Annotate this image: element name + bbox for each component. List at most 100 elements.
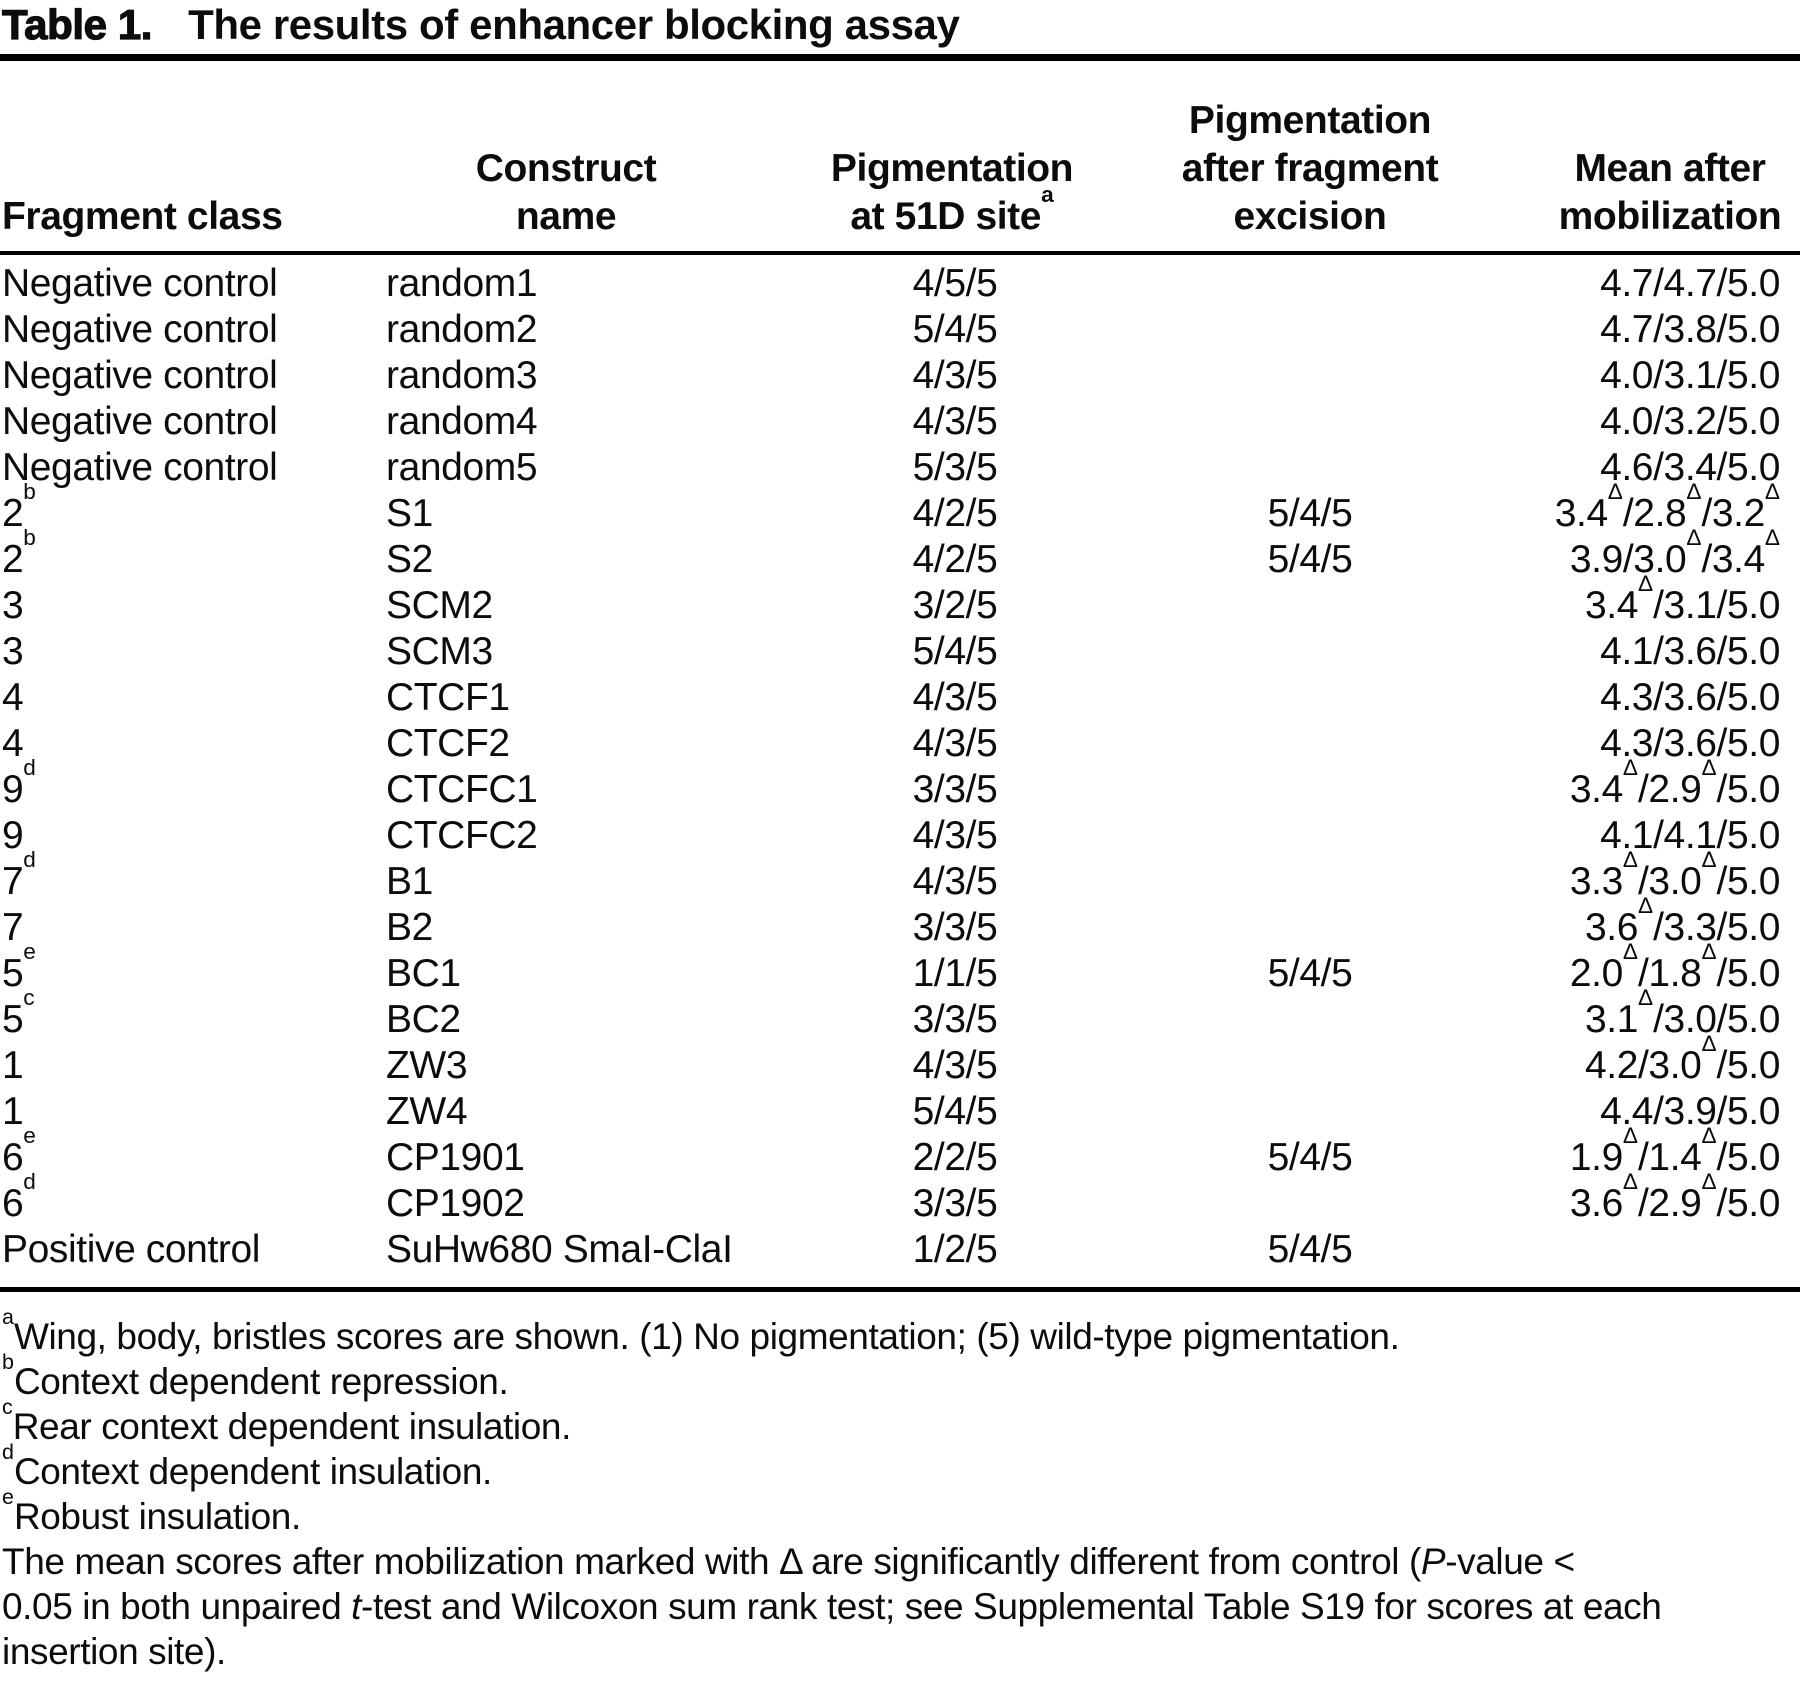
pigmentation-51d-cell: 4/3/5 [912,722,998,765]
mean-mobilization-cell: 3.4Δ/2.9Δ/5.0 [1569,755,1781,811]
table-row: 2b S1 4/2/5 5/4/5 3.4Δ/2.8Δ/3.2Δ [0,479,1800,537]
bottom-rule [0,1287,1800,1292]
pigmentation-51d-cell: 2/2/5 [912,1136,998,1179]
mean-mobilization-cell: 4.1/4.1/5.0 [1600,814,1780,857]
pigmentation-excision-cell [1190,445,1430,491]
mean-mobilization-cell: 4.3/3.6/5.0 [1600,676,1780,719]
column-header-mean-mobilization: Mean after mobilization [1558,147,1782,238]
fragment-class-cell: 3 [2,630,24,673]
mean-mobilization-cell: 4.7/4.7/5.0 [1600,262,1780,305]
table-body: Negative control random1 4/5/5 4.7/4.7/5… [0,255,1800,1273]
pigmentation-51d-cell: 5/4/5 [912,308,998,351]
pigmentation-excision-cell: 5/4/5 [1267,492,1353,535]
table-header-row: Fragment class Construct name Pigmentati… [0,61,1800,251]
footnote-line: aWing, body, bristles scores are shown. … [2,1304,1400,1357]
construct-name-cell: CTCF2 [386,722,510,765]
table-row: Negative control random2 5/4/5 4.7/3.8/5… [0,307,1800,353]
pigmentation-excision-cell [1190,1181,1430,1227]
fragment-class-cell: 3 [2,584,24,627]
fragment-class-cell: 1 [2,1044,24,1087]
pigmentation-51d-cell: 3/2/5 [912,584,998,627]
mean-mobilization-cell: 4.2/3.0Δ/5.0 [1584,1031,1780,1087]
fragment-class-cell: Negative control [2,446,278,489]
pigmentation-excision-cell [1190,583,1430,629]
table-row: 3 SCM3 5/4/5 4.1/3.6/5.0 [0,629,1800,675]
mean-mobilization-cell: 4.1/3.6/5.0 [1600,630,1780,673]
pigmentation-excision-cell [1190,399,1430,445]
mean-mobilization-cell: 4.0/3.1/5.0 [1600,354,1780,397]
header-rule [0,251,1800,255]
footnote-line: cRear context dependent insulation. [2,1394,571,1447]
pigmentation-excision-cell [1190,813,1430,859]
table-row: Negative control random4 4/3/5 4.0/3.2/5… [0,399,1800,445]
fragment-class-cell: 7d [2,847,36,903]
construct-name-cell: BC1 [386,952,461,995]
fragment-class-cell: 2b [2,479,36,535]
mean-mobilization-cell: 3.6Δ/2.9Δ/5.0 [1569,1169,1781,1225]
pigmentation-excision-cell [1190,1043,1430,1089]
fragment-class-cell: 1 [2,1090,24,1133]
fragment-class-cell: 4 [2,722,24,765]
fragment-class-cell: Negative control [2,400,278,443]
construct-name-cell: CTCFC2 [386,814,538,857]
pigmentation-51d-cell: 1/1/5 [912,952,998,995]
table-number: Table 1. [1,1,153,48]
construct-name-cell: S2 [386,538,433,581]
table-row: 1 ZW4 5/4/5 4.4/3.9/5.0 [0,1089,1800,1135]
construct-name-cell: B2 [386,906,433,949]
construct-name-cell: SCM2 [386,584,493,627]
table-row: 1 ZW3 4/3/5 4.2/3.0Δ/5.0 [0,1031,1800,1089]
mean-mobilization-cell: 3.9/3.0Δ/3.4Δ [1569,525,1780,581]
pigmentation-excision-cell [1190,859,1430,905]
construct-name-cell: SuHw680 SmaI-ClaI [386,1228,733,1271]
table-row: 5e BC1 1/1/5 5/4/5 2.0Δ/1.8Δ/5.0 [0,939,1800,997]
pigmentation-51d-cell: 4/3/5 [912,354,998,397]
pigmentation-excision-cell: 5/4/5 [1267,1136,1353,1179]
mean-mobilization-cell: 1.9Δ/1.4Δ/5.0 [1569,1123,1781,1179]
fragment-class-cell: 7 [2,906,24,949]
construct-name-cell: CTCFC1 [386,768,538,811]
table-row: 7 B2 3/3/5 3.6Δ/3.3/5.0 [0,893,1800,951]
pigmentation-51d-cell: 5/4/5 [912,630,998,673]
construct-name-cell: CP1901 [386,1136,525,1179]
construct-name-cell: CP1902 [386,1182,525,1225]
mean-mobilization-cell [1430,1227,1800,1273]
construct-name-cell: random3 [386,354,538,397]
pigmentation-51d-cell: 4/3/5 [912,676,998,719]
pigmentation-51d-cell: 4/3/5 [912,1044,998,1087]
pigmentation-excision-cell [1190,997,1430,1043]
construct-name-cell: B1 [386,860,433,903]
fragment-class-cell: 9d [2,755,36,811]
footnote-line: 0.05 in both unpaired t-test and Wilcoxo… [2,1586,1662,1627]
pigmentation-excision-cell: 5/4/5 [1267,952,1353,995]
pigmentation-excision-cell [1190,629,1430,675]
construct-name-cell: random4 [386,400,538,443]
pigmentation-excision-cell [1190,675,1430,721]
mean-mobilization-cell: 3.6Δ/3.3/5.0 [1584,893,1780,949]
footnote-line: insertion site). [2,1631,226,1672]
construct-name-cell: S1 [386,492,433,535]
mean-mobilization-cell: 3.1Δ/3.0/5.0 [1584,985,1780,1041]
footnote-line: eRobust insulation. [2,1484,301,1537]
column-header-construct-name: Construct name [475,147,657,238]
fragment-class-cell: Positive control [2,1228,261,1271]
table-title-text: The results of enhancer blocking assay [188,1,960,48]
footnotes-section: aWing, body, bristles scores are shown. … [0,1292,1800,1674]
fragment-class-cell: 5c [2,985,35,1041]
pigmentation-excision-cell [1190,261,1430,307]
pigmentation-excision-cell [1190,353,1430,399]
fragment-class-cell: Negative control [2,308,278,351]
pigmentation-51d-cell: 3/3/5 [912,768,998,811]
mean-mobilization-cell: 2.0Δ/1.8Δ/5.0 [1569,939,1781,995]
pigmentation-51d-cell: 3/3/5 [912,906,998,949]
construct-name-cell: ZW3 [386,1044,468,1087]
column-header-pigmentation-51d: Pigmentation at 51D sitea [830,147,1074,238]
table-row: 6e CP1901 2/2/5 5/4/5 1.9Δ/1.4Δ/5.0 [0,1123,1800,1181]
footnote-line: The mean scores after mobilization marke… [2,1541,1575,1582]
table-row: 9d CTCFC1 3/3/5 3.4Δ/2.9Δ/5.0 [0,755,1800,813]
mean-mobilization-cell: 4.7/3.8/5.0 [1600,308,1780,351]
construct-name-cell: random2 [386,308,538,351]
mean-mobilization-cell: 4.6/3.4/5.0 [1600,446,1780,489]
pigmentation-51d-cell: 5/3/5 [912,446,998,489]
